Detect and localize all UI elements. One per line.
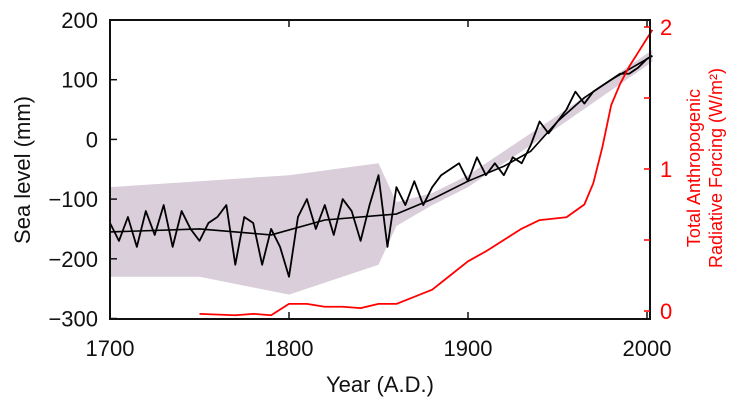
x-axis-label: Year (A.D.)	[326, 372, 434, 397]
y2-tick-label: 1	[660, 157, 672, 182]
series-layer	[109, 29, 654, 317]
y-tick-label: 0	[86, 127, 98, 152]
radiative-forcing-line	[199, 29, 654, 317]
tick-layer: 1700 1800 1900 2000 200 100 0 −100 −200 −300 2 1 0	[48, 8, 672, 361]
uncertainty-band-layer	[110, 49, 653, 295]
y-axis-label: Sea level (mm)	[10, 96, 35, 244]
y-tick-label: −200	[48, 247, 98, 272]
y-tick-label: −100	[48, 187, 98, 212]
y-tick-label: 100	[61, 68, 98, 93]
uncertainty-band	[110, 49, 653, 295]
y2-axis-label-line1: Total Anthropogenic	[684, 89, 704, 247]
x-tick-label: 1800	[265, 336, 314, 361]
y-tick-label: −300	[48, 307, 98, 332]
y2-tick-label: 2	[660, 15, 672, 40]
y-tick-label: 200	[61, 8, 98, 33]
sea-level-annual-line	[109, 55, 653, 278]
x-tick-label: 1900	[444, 336, 493, 361]
x-tick-label: 2000	[623, 336, 672, 361]
x-tick-label: 1700	[86, 336, 135, 361]
sea-level-smoothed-line	[109, 55, 653, 236]
y2-tick-label: 0	[660, 299, 672, 324]
y2-axis-label-line2: Radiative Forcing (W/m²)	[706, 68, 726, 268]
